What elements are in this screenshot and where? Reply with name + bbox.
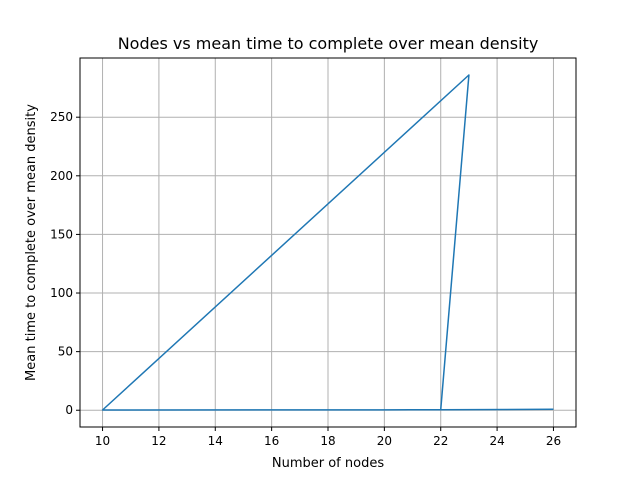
y-tick-label: 0 (65, 403, 73, 417)
y-tick-label: 200 (50, 169, 73, 183)
chart-title: Nodes vs mean time to complete over mean… (118, 34, 539, 53)
y-tick-label: 250 (50, 110, 73, 124)
x-tick-label: 24 (489, 434, 504, 448)
x-tick-label: 18 (320, 434, 335, 448)
y-tick-label: 100 (50, 286, 73, 300)
plot-area (101, 74, 554, 411)
x-tick-label: 22 (433, 434, 448, 448)
grid (80, 58, 576, 427)
x-tick-label: 16 (264, 434, 279, 448)
x-axis: 10 12 14 16 18 20 22 24 26 (95, 427, 561, 448)
x-tick-label: 10 (95, 434, 110, 448)
y-axis: 0 50 100 150 200 250 (50, 110, 80, 417)
x-tick-label: 12 (151, 434, 166, 448)
y-tick-label: 150 (50, 227, 73, 241)
y-axis-label: Mean time to complete over mean density (24, 104, 39, 381)
series-line (101, 74, 554, 411)
x-tick-label: 26 (546, 434, 561, 448)
x-tick-label: 14 (208, 434, 223, 448)
x-tick-label: 20 (377, 434, 392, 448)
x-axis-label: Number of nodes (272, 456, 384, 471)
y-tick-label: 50 (58, 345, 73, 359)
